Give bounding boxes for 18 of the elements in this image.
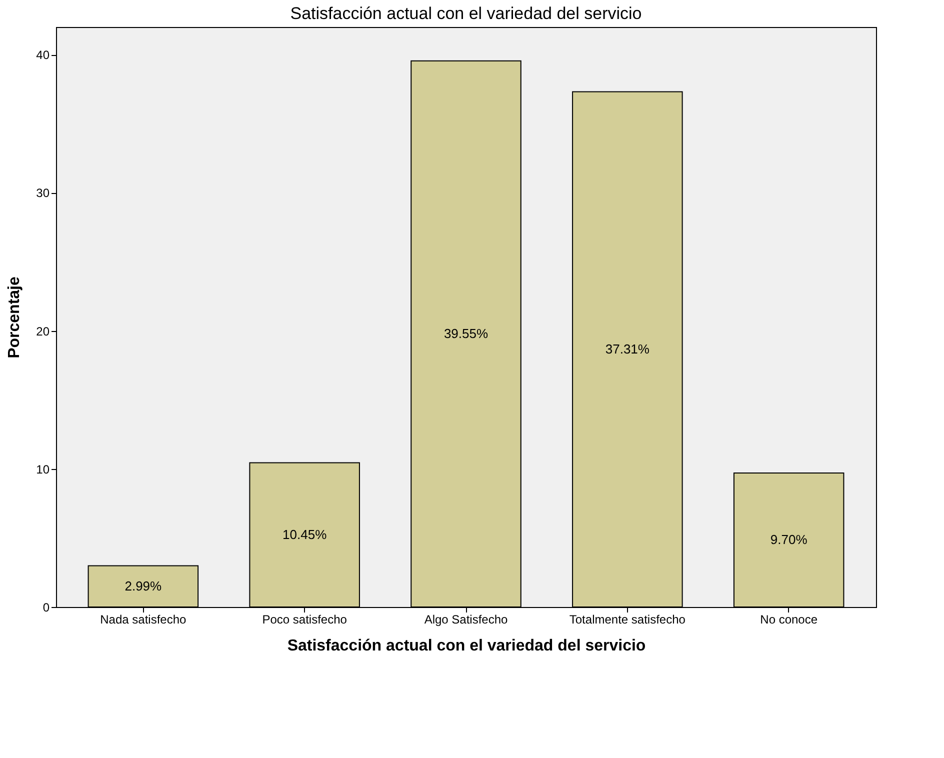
x-tick-label: Totalmente satisfecho [569, 612, 686, 626]
chart-title: Satisfacción actual con el variedad del servicio [290, 4, 642, 23]
y-tick-label: 40 [36, 48, 50, 62]
data-label: 10.45% [282, 526, 328, 542]
x-tick-label: Poco satisfecho [262, 612, 348, 626]
x-tick-label: No conoce [760, 612, 818, 626]
y-tick-label: 20 [36, 324, 50, 338]
data-label: 2.99% [124, 578, 162, 594]
x-tick-label: Algo Satisfecho [424, 612, 508, 626]
data-label: 9.70% [770, 532, 808, 548]
x-axis-title: Satisfacción actual con el variedad del servicio [287, 638, 646, 654]
y-tick-label: 0 [42, 600, 50, 614]
x-tick-label: Nada satisfecho [100, 612, 187, 626]
y-tick-label: 30 [36, 186, 50, 200]
y-axis-title: Porcentaje [6, 276, 24, 358]
y-tick-label: 10 [36, 462, 50, 476]
data-label: 37.31% [605, 341, 650, 356]
data-label: 39.55% [444, 326, 488, 341]
